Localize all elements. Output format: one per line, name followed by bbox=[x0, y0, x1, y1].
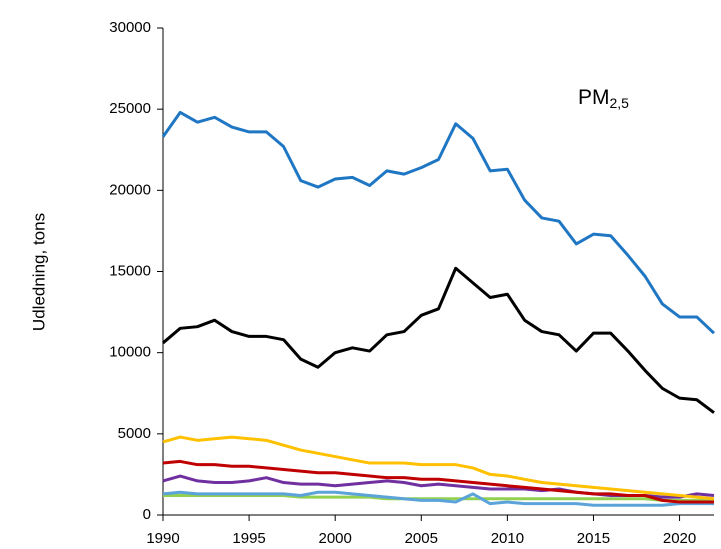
x-tick-label: 2010 bbox=[491, 530, 524, 547]
x-tick-label: 1995 bbox=[232, 530, 265, 547]
annotation-sub: 2,5 bbox=[610, 95, 630, 111]
y-tick-label: 0 bbox=[143, 506, 151, 523]
x-tick-label: 1990 bbox=[146, 530, 179, 547]
series-line bbox=[162, 435, 715, 501]
series-line bbox=[163, 494, 714, 502]
x-tick-label: 2000 bbox=[319, 530, 352, 547]
annotation-text: PM bbox=[578, 86, 610, 109]
x-tick-label: 2020 bbox=[663, 530, 696, 547]
y-tick-label: 5000 bbox=[118, 425, 151, 442]
y-tick-label: 10000 bbox=[109, 344, 151, 361]
y-tick-label: 15000 bbox=[109, 262, 151, 279]
x-tick-label: 2005 bbox=[405, 530, 438, 547]
annotation: PM2,5 bbox=[578, 86, 629, 111]
y-tick-label: 25000 bbox=[109, 100, 151, 117]
series-line bbox=[162, 459, 714, 504]
y-tick-label: 30000 bbox=[109, 19, 151, 36]
series-line bbox=[162, 266, 715, 414]
series-line bbox=[161, 110, 716, 335]
series-line bbox=[162, 490, 714, 507]
y-axis-label: Udledning, tons bbox=[29, 213, 48, 331]
x-tick-label: 2015 bbox=[577, 530, 610, 547]
y-tick-label: 20000 bbox=[109, 181, 151, 198]
